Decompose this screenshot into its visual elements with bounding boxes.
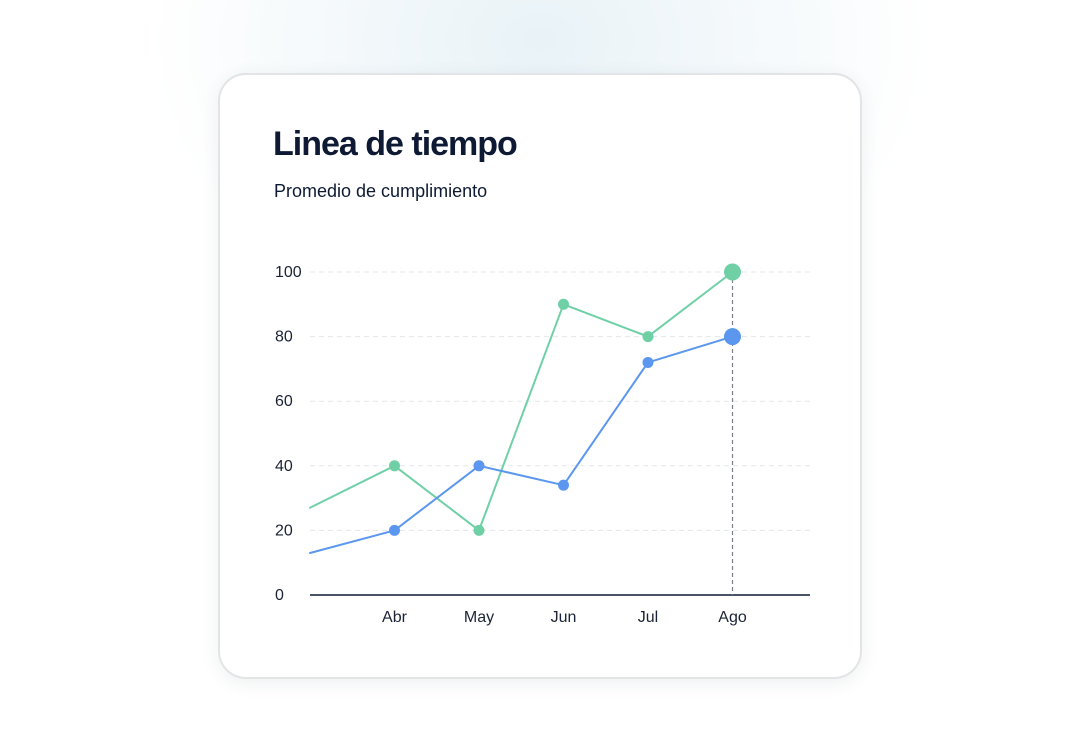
chart-card: Linea de tiempo Promedio de cumplimiento… [218, 73, 862, 679]
x-tick-label: Jul [638, 609, 658, 626]
x-tick-label: Ago [718, 609, 747, 626]
y-tick-label: 0 [275, 587, 284, 604]
y-tick-label: 100 [275, 264, 302, 281]
chart-title: Linea de tiempo [273, 125, 518, 163]
x-tick-label: May [464, 609, 494, 626]
series-line [309, 271, 734, 532]
data-point [724, 328, 741, 346]
data-point [724, 263, 741, 281]
x-axis-ticks: Abr May Jun Jul Ago [382, 609, 747, 626]
data-point [473, 524, 485, 536]
y-tick-label: 60 [275, 393, 293, 410]
grid-layer [310, 271, 810, 596]
series-0 [309, 263, 741, 536]
line-chart: 0 20 40 60 80 100 Abr May Jun Jul Ago [275, 263, 810, 626]
y-tick-label: 80 [275, 329, 293, 346]
series-1 [309, 328, 741, 555]
series-line [309, 335, 734, 555]
data-point [558, 479, 569, 491]
data-point [473, 460, 485, 472]
y-axis-ticks: 0 20 40 60 80 100 [275, 264, 302, 604]
data-point [389, 524, 400, 536]
y-tick-label: 20 [275, 522, 293, 539]
data-point [642, 356, 654, 368]
y-tick-label: 40 [275, 458, 293, 475]
data-point [389, 460, 400, 472]
x-tick-label: Jun [551, 609, 577, 626]
series-layer [309, 263, 741, 555]
x-tick-label: Abr [382, 609, 408, 626]
data-point [558, 298, 569, 310]
data-point [642, 331, 654, 343]
chart-subtitle: Promedio de cumplimiento [274, 181, 488, 201]
